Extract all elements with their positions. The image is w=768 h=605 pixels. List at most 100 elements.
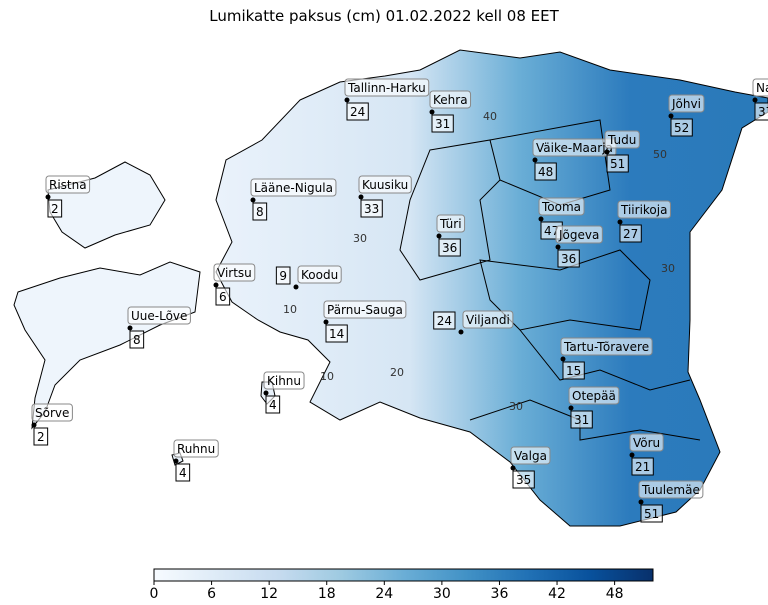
station-value-box: [252, 202, 268, 221]
colorbar-tick-label: 12: [260, 586, 278, 602]
station-name-box: [173, 439, 219, 458]
station-name: Uue-Lõve: [131, 309, 187, 323]
station-name-box: [617, 200, 671, 219]
colorbar-tick-label: 0: [150, 586, 159, 602]
contour-label: 40: [483, 110, 497, 123]
station-value-box: [619, 224, 642, 243]
station-dot: [510, 465, 516, 471]
station-name: Kuusiku: [362, 178, 408, 192]
station-name: Tiirikoja: [620, 203, 667, 217]
station: Koodu 9: [275, 265, 342, 290]
station-dot: [555, 244, 561, 250]
station-value: 4: [269, 398, 277, 412]
station: Türi 36: [436, 214, 466, 257]
station-name-box: [604, 130, 640, 149]
station-name-box: [31, 403, 73, 422]
station-name-box: [127, 306, 191, 325]
station-name-box: [568, 386, 620, 405]
station-name-box: [638, 480, 704, 499]
station-name: Väike-Maarja: [536, 141, 613, 155]
station: Võru 21: [629, 433, 664, 476]
station-dot: [45, 194, 51, 200]
station-value: 33: [364, 202, 379, 216]
station-name-box: [323, 300, 407, 319]
station-dot: [429, 109, 435, 115]
station-name-box: [668, 94, 705, 113]
station-value: 2: [51, 202, 59, 216]
station-name: Jõgeva: [558, 228, 599, 242]
station-name: Koodu: [301, 268, 338, 282]
station-value-box: [433, 311, 456, 330]
station: Kuusiku 33: [358, 175, 412, 218]
station-name: Virtsu: [217, 266, 252, 280]
station: Tooma 47: [538, 197, 585, 240]
station-name-box: [538, 197, 585, 216]
station-value-box: [265, 395, 281, 414]
station-dot: [752, 97, 758, 103]
station-value: 24: [350, 105, 365, 119]
station-value-box: [631, 457, 654, 476]
station-value: 15: [566, 364, 581, 378]
colorbar-tick-label: 36: [491, 586, 509, 602]
contour-label: 10: [283, 303, 297, 316]
station-name: Lääne-Nigula: [254, 181, 333, 195]
station-value-box: [129, 330, 145, 349]
station-value: 2: [37, 430, 45, 444]
station: Valga 35: [510, 446, 551, 489]
station-name-box: [45, 175, 91, 194]
station-dot: [668, 113, 674, 119]
station: Jõhvi 52: [668, 94, 705, 137]
station-value-box: [438, 238, 461, 257]
station-value-box: [215, 287, 231, 306]
station-dot: [250, 197, 256, 203]
station: Lääne-Nigula 8: [250, 178, 337, 221]
station-value: 35: [516, 473, 531, 487]
station-value: 8: [256, 205, 264, 219]
station-value: 36: [561, 252, 576, 266]
station-value: 8: [133, 333, 141, 347]
station-name: Narva: [756, 81, 768, 95]
regions: [399, 119, 701, 441]
station-value: 52: [674, 121, 689, 135]
contour-label: 50: [653, 148, 667, 161]
station: Virtsu 6: [213, 263, 256, 306]
colorbar-tick-label: 24: [375, 586, 393, 602]
station-name: Tudu: [607, 133, 636, 147]
station-name-box: [358, 175, 412, 194]
station: Tudu 51: [604, 130, 640, 173]
station-dot: [358, 194, 364, 200]
station-dot: [617, 219, 623, 225]
station-dot: [31, 422, 37, 428]
station: Kehra 31: [429, 90, 472, 133]
station-name-box: [263, 371, 305, 390]
colorbar-tick-label: 48: [606, 586, 624, 602]
colorbar-tick-label: 30: [433, 586, 451, 602]
station-dot: [532, 157, 538, 163]
station-name: Tartu-Tõravere: [563, 340, 649, 354]
station-value-box: [360, 199, 383, 218]
station-dot: [568, 405, 574, 411]
contour-label: 30: [353, 232, 367, 245]
station-value: 21: [635, 460, 650, 474]
station: Viljandi 24: [433, 310, 514, 335]
station-dot: [127, 325, 133, 331]
station-dot: [560, 356, 566, 362]
station-name-box: [555, 225, 603, 244]
station-value-box: [534, 162, 557, 181]
contour-label: 10: [320, 370, 334, 383]
station-value: 51: [644, 507, 659, 521]
station: Väike-Maarja 48: [532, 138, 617, 181]
station-name: Ristna: [49, 178, 87, 192]
station-name: Otepää: [572, 389, 616, 403]
station-value-box: [606, 154, 629, 173]
station: Ruhnu 4: [173, 439, 219, 482]
station-name: Tuulemäe: [641, 483, 700, 497]
contour-label: 30: [509, 400, 523, 413]
station-name: Tallinn-Harku: [347, 81, 426, 95]
station-name-box: [344, 78, 430, 97]
station-value: 48: [538, 165, 553, 179]
station-name: Viljandi: [466, 313, 510, 327]
station: Narva 37: [752, 78, 768, 121]
station: Pärnu-Sauga 14: [323, 300, 407, 343]
